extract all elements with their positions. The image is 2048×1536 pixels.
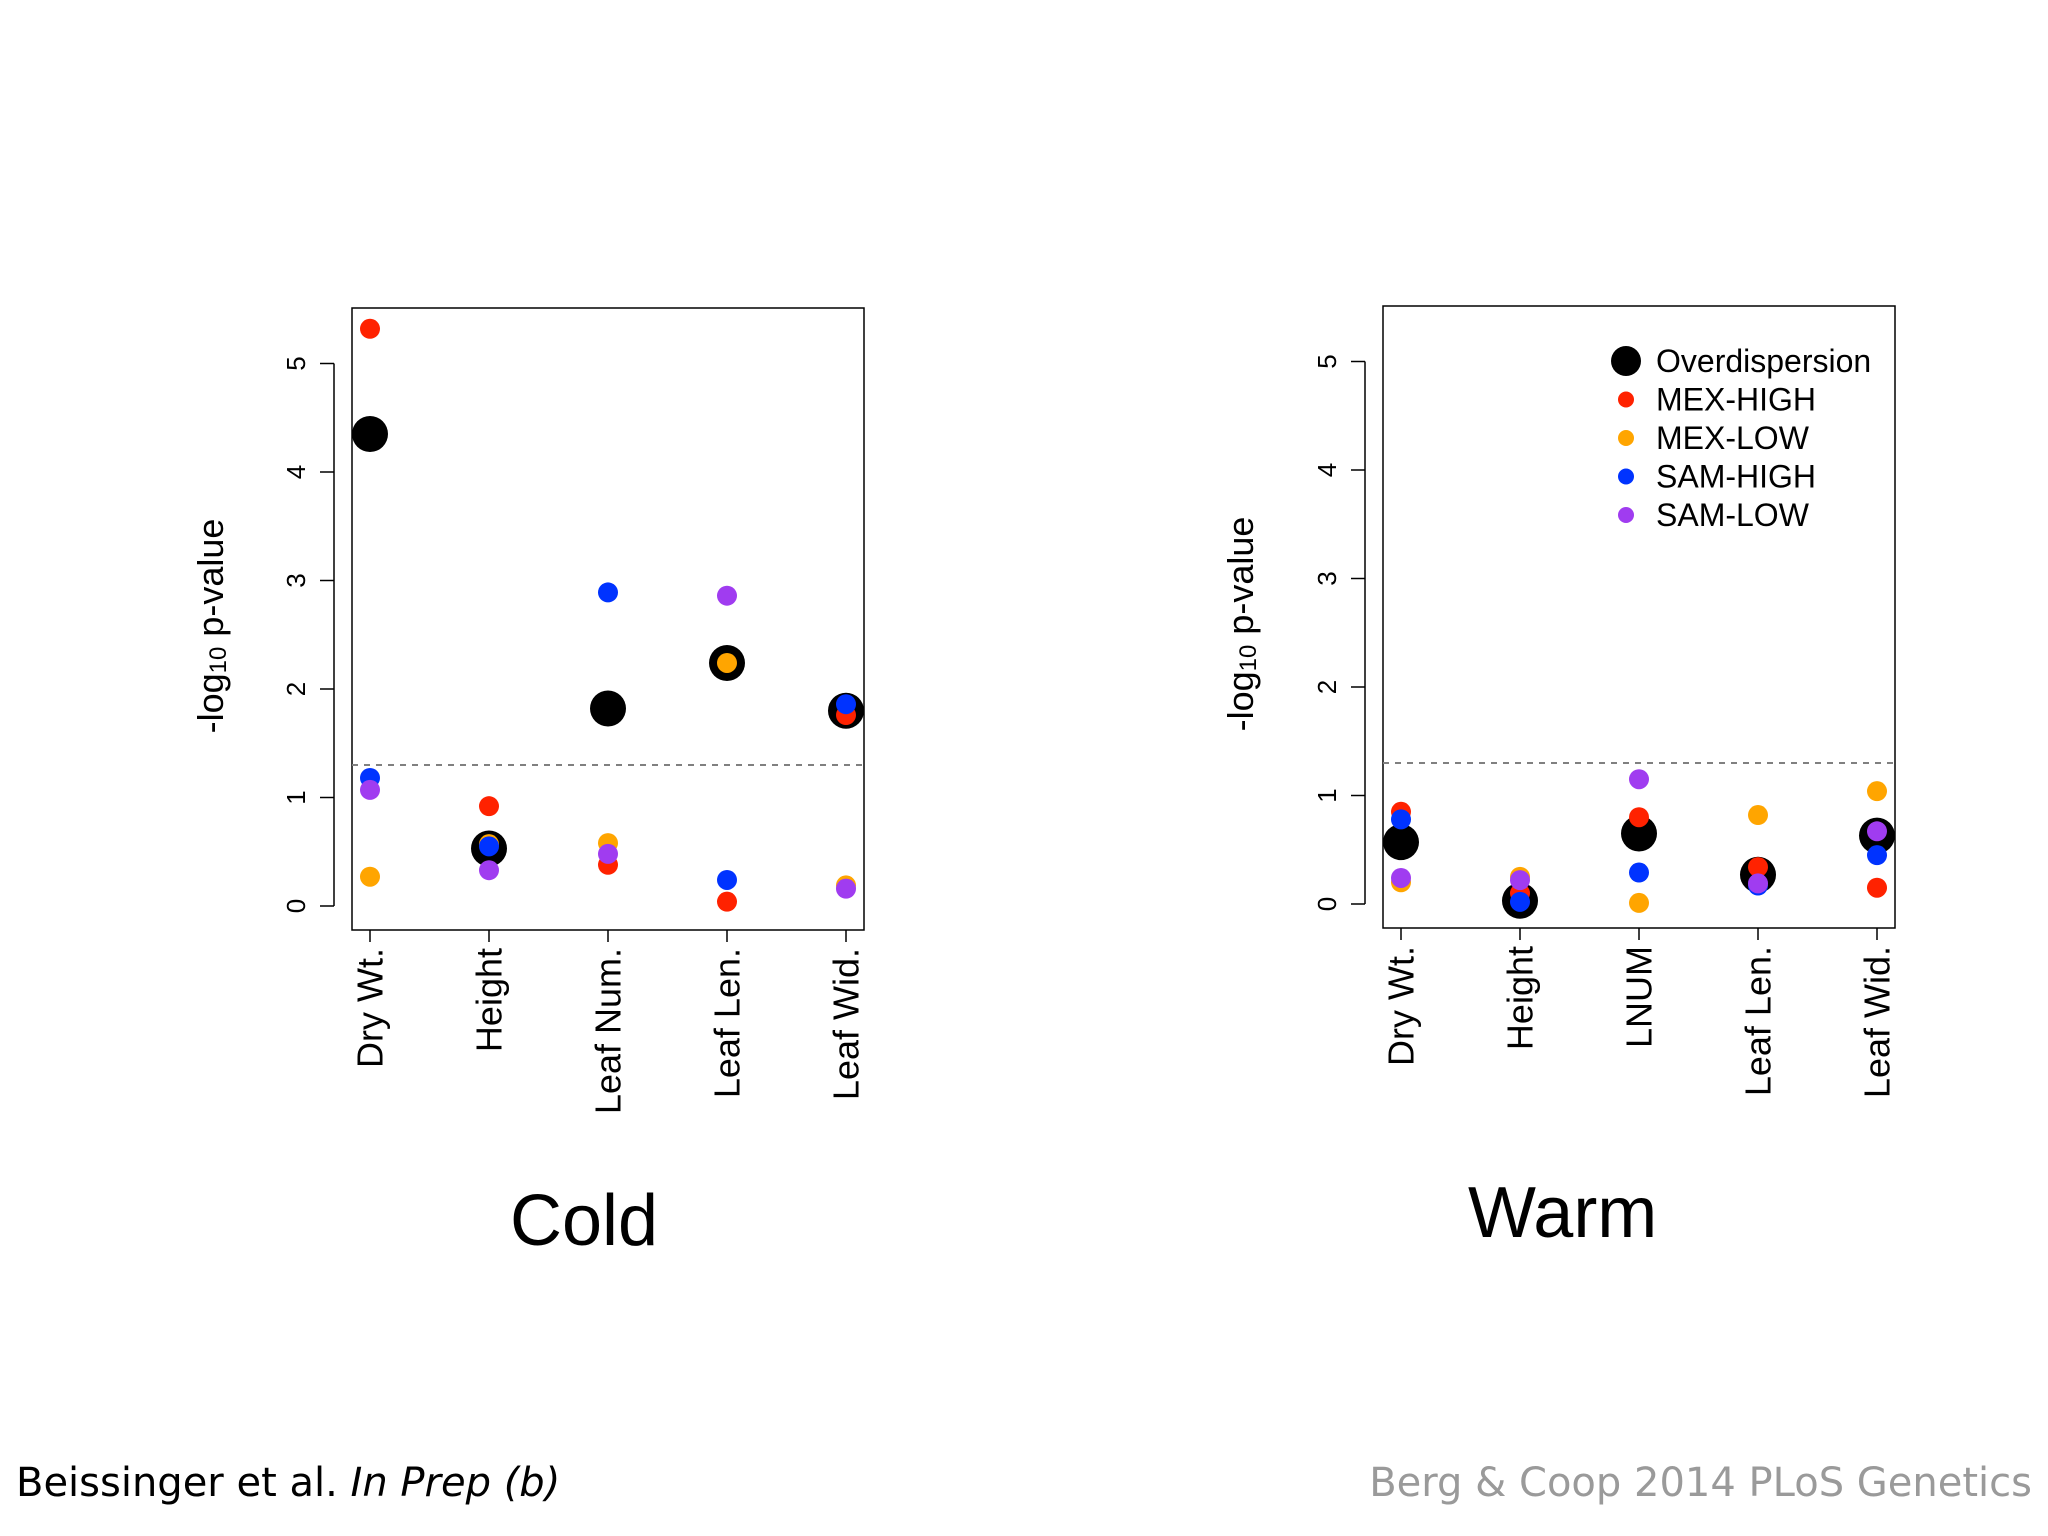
y-axis-label: -log10 p-value	[1220, 517, 1262, 732]
point-overdispersion	[590, 690, 626, 727]
point-mex-high	[479, 796, 499, 817]
legend-label: MEX-LOW	[1656, 420, 1810, 456]
cold-panel-title: Cold	[510, 1181, 659, 1261]
point-sam-high	[717, 869, 737, 890]
legend-label: Overdispersion	[1656, 343, 1871, 379]
y-tick-label: 1	[1312, 788, 1342, 802]
legend-label: MEX-HIGH	[1656, 382, 1816, 418]
y-tick-label: 4	[1312, 463, 1342, 477]
citation-left-status: In Prep (b)	[350, 1460, 561, 1506]
point-mex-low	[1629, 892, 1649, 913]
point-sam-low	[1748, 873, 1768, 894]
point-sam-high	[1391, 809, 1411, 830]
point-mex-high	[717, 891, 737, 912]
x-category-label: Dry Wt.	[350, 948, 391, 1068]
chart-panel-1: 0 1 2 3 4 5 -log10 p-value Dry Wt. Height LNUM Lea…	[1220, 305, 1898, 1098]
x-category-label: Dry Wt.	[1381, 946, 1422, 1066]
citation-right: Berg & Coop 2014 PLoS Genetics	[1369, 1460, 2032, 1506]
legend: OverdispersionMEX-HIGHMEX-LOWSAM-HIGHSAM…	[1611, 343, 1871, 533]
legend-marker	[1618, 430, 1634, 446]
legend-label: SAM-HIGH	[1656, 459, 1816, 495]
y-tick-label: 0	[281, 899, 311, 913]
legend-marker	[1618, 468, 1634, 485]
chart-panel-0: 0 1 2 3 4 5 -log10 p-value Dry Wt. Height Leaf Nu…	[190, 307, 867, 1114]
point-sam-high	[1510, 891, 1530, 912]
point-sam-low	[1391, 867, 1411, 888]
point-mex-high	[1748, 857, 1768, 878]
point-sam-low	[1629, 769, 1649, 790]
point-mex-low	[360, 866, 380, 887]
y-tick-label: 5	[1312, 354, 1342, 368]
point-overdispersion	[352, 416, 388, 453]
point-sam-low	[836, 878, 856, 899]
point-mex-low	[1867, 781, 1887, 802]
legend-marker	[1618, 507, 1634, 523]
x-category-label: Leaf Wid.	[1857, 946, 1898, 1098]
y-axis-label: -log10 p-value	[190, 519, 232, 734]
point-mex-low	[717, 652, 737, 673]
y-tick-label: 1	[281, 790, 311, 804]
y-tick-label: 3	[281, 573, 311, 587]
point-sam-high	[479, 836, 499, 857]
citation-left-authors: Beissinger et al.	[16, 1460, 338, 1506]
point-mex-high	[1867, 877, 1887, 898]
legend-marker	[1618, 391, 1634, 408]
citation-left: Beissinger et al. In Prep (b)	[16, 1460, 560, 1506]
point-sam-low	[360, 779, 380, 800]
point-overdispersion	[1621, 815, 1657, 852]
x-category-label: LNUM	[1619, 946, 1660, 1048]
point-sam-low	[1510, 870, 1530, 891]
point-sam-low	[598, 843, 618, 864]
point-mex-high	[360, 318, 380, 339]
y-tick-label: 2	[1312, 680, 1342, 694]
x-category-label: Height	[1500, 946, 1541, 1050]
point-mex-high	[1629, 807, 1649, 828]
y-tick-label: 2	[281, 682, 311, 696]
point-sam-high	[1867, 845, 1887, 866]
point-sam-low	[717, 585, 737, 606]
point-sam-high	[1629, 862, 1649, 883]
y-tick-label: 3	[1312, 571, 1342, 585]
y-tick-label: 5	[281, 356, 311, 370]
warm-panel-title: Warm	[1468, 1173, 1658, 1253]
x-category-label: Leaf Len.	[1738, 946, 1779, 1096]
x-category-label: Height	[469, 948, 510, 1052]
x-category-label: Leaf Wid.	[826, 948, 867, 1100]
point-overdispersion	[1383, 824, 1419, 861]
legend-label: SAM-LOW	[1656, 497, 1810, 533]
legend-marker	[1611, 346, 1641, 376]
point-mex-low	[1748, 805, 1768, 826]
y-tick-label: 4	[281, 465, 311, 479]
point-sam-high	[836, 694, 856, 715]
x-category-label: Leaf Len.	[707, 948, 748, 1098]
y-tick-label: 0	[1312, 897, 1342, 911]
x-category-label: Leaf Num.	[588, 948, 629, 1114]
point-sam-high	[598, 582, 618, 603]
point-sam-low	[479, 860, 499, 881]
point-sam-low	[1867, 821, 1887, 842]
